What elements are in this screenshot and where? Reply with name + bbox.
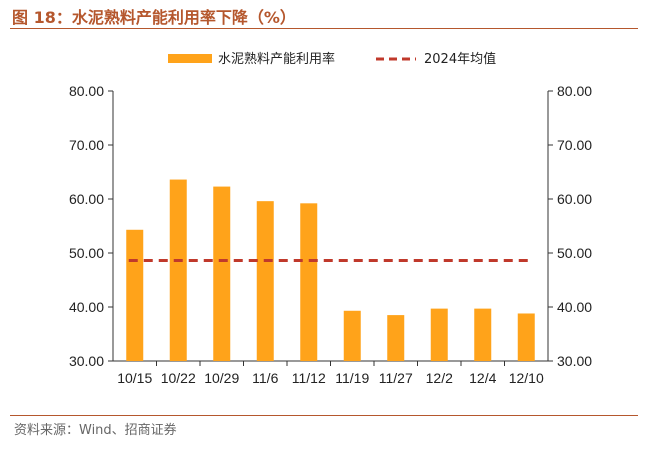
legend-bar-swatch	[168, 54, 212, 63]
y-tick-label-left: 80.00	[69, 83, 104, 99]
bars	[126, 179, 535, 361]
y-tick-label-left: 40.00	[69, 299, 104, 315]
title-divider	[10, 28, 638, 29]
x-tick-label: 11/12	[292, 370, 326, 386]
bar	[474, 308, 492, 361]
bar	[256, 201, 274, 361]
x-axis-labels: 10/15 10/22 10/29 11/6 11/12 11/19 11/27 12/2 12…	[117, 370, 544, 386]
y-tick-label-right: 80.00	[557, 83, 592, 99]
bar	[300, 203, 318, 361]
bar	[213, 186, 231, 361]
chart-title: 图 18：水泥熟料产能利用率下降（%）	[12, 8, 296, 27]
footer-divider	[10, 415, 638, 416]
y-tick-label-right: 40.00	[557, 299, 592, 315]
x-tick-label: 11/19	[335, 370, 369, 386]
bar	[343, 310, 361, 361]
x-tick-label: 12/10	[509, 370, 544, 386]
x-tick-label: 12/2	[426, 370, 453, 386]
bar	[169, 179, 187, 361]
y-axis-left-labels: 30.00 40.00 50.00 60.00 70.00 80.00	[69, 83, 104, 369]
y-tick-label-left: 70.00	[69, 137, 104, 153]
y-tick-label-right: 30.00	[557, 353, 592, 369]
x-tick-label: 11/27	[379, 370, 413, 386]
bar	[430, 308, 448, 361]
source-note: 资料来源：Wind、招商证券	[14, 423, 177, 438]
x-tick-label: 10/15	[117, 370, 152, 386]
bar	[126, 229, 144, 361]
y-tick-label-right: 60.00	[557, 191, 592, 207]
y-tick-label-right: 70.00	[557, 137, 592, 153]
bar-chart: 水泥熟料产能利用率 2024年均值 30.00 40.00 50.00 60.00 70…	[69, 51, 592, 386]
y-axis-right-labels: 30.00 40.00 50.00 60.00 70.00 80.00	[557, 83, 592, 369]
bar	[387, 315, 405, 361]
y-tick-label-left: 30.00	[69, 353, 104, 369]
y-tick-label-left: 50.00	[69, 245, 104, 261]
y-tick-label-right: 50.00	[557, 245, 592, 261]
legend-bar-label: 水泥熟料产能利用率	[218, 51, 335, 67]
x-tick-label: 10/22	[161, 370, 196, 386]
x-tick-label: 10/29	[204, 370, 239, 386]
x-tick-label: 12/4	[469, 370, 496, 386]
legend-reference-line-label: 2024年均值	[424, 51, 496, 67]
legend: 水泥熟料产能利用率 2024年均值	[168, 51, 496, 67]
y-tick-label-left: 60.00	[69, 191, 104, 207]
x-tick-label: 11/6	[252, 370, 278, 386]
bar	[517, 313, 535, 361]
